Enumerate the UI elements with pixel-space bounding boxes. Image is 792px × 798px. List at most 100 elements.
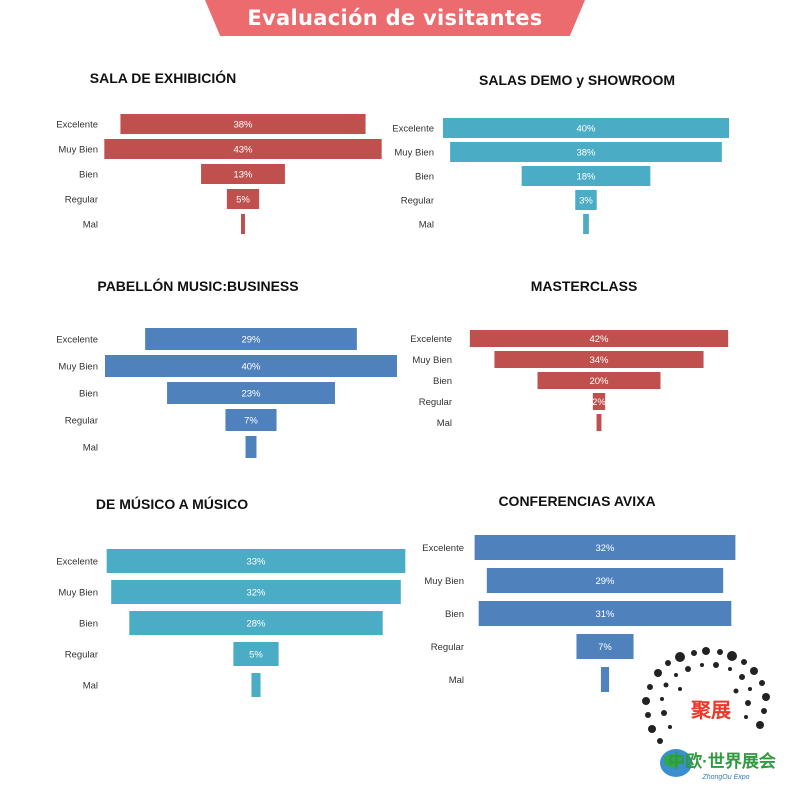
data-label: 5%: [236, 195, 250, 206]
data-label: 20%: [589, 376, 609, 387]
category-label: Bien: [433, 376, 452, 387]
data-label: 7%: [598, 642, 612, 653]
category-label: Mal: [449, 675, 464, 686]
chart-title-conferencias: CONFERENCIAS AVIXA: [498, 493, 656, 509]
funnel-bar: [443, 118, 729, 138]
qr-dots-decoration: [642, 647, 770, 744]
funnel-bar: [494, 351, 704, 368]
funnel-bar: [592, 393, 606, 410]
funnel-bar: [226, 189, 260, 209]
data-label: 13%: [233, 170, 253, 181]
funnel-bar: [111, 580, 401, 604]
funnel-bar: [521, 166, 651, 186]
chart-title-sala-exhibicion: SALA DE EXHIBICIÓN: [89, 70, 237, 86]
data-label: 32%: [246, 588, 266, 599]
funnel-bar: [167, 382, 335, 404]
funnel-bar: [537, 372, 661, 389]
category-label: Excelente: [410, 334, 452, 345]
funnel-chart-conferencias: Excelente 32% Muy Bien 29% Bien 31% Regular 7% M…: [422, 535, 736, 692]
funnel-chart-masterclass: Excelente 42% Muy Bien 34% Bien 20% Regular 2% M…: [410, 330, 729, 431]
category-label: Excelente: [56, 120, 98, 131]
funnel-bar: [474, 535, 736, 560]
category-label: Excelente: [392, 124, 434, 135]
category-label: Excelente: [56, 335, 98, 346]
funnel-chart-pabellon: Excelente 29% Muy Bien 40% Bien 23% Regular 7% M…: [56, 328, 397, 458]
data-label: 29%: [595, 576, 615, 587]
funnel-bar: [120, 114, 366, 134]
category-label: Mal: [83, 443, 98, 454]
logo-subtitle-en: ZhongOu Expo: [701, 774, 749, 781]
logo-cn-text: 聚展: [690, 699, 731, 722]
category-label: Regular: [65, 416, 98, 427]
category-label: Muy Bien: [58, 588, 98, 599]
chart-title-pabellon: PABELLÓN MUSIC:BUSINESS: [97, 278, 299, 294]
data-label: 28%: [246, 619, 266, 630]
data-label: 3%: [579, 196, 593, 207]
funnel-chart-salas-demo: Excelente 40% Muy Bien 38% Bien 18% Regular 3% M…: [392, 118, 729, 234]
data-label: 18%: [576, 172, 596, 183]
category-label: Muy Bien: [58, 145, 98, 156]
funnel-bar: [478, 601, 732, 626]
data-label: 5%: [249, 650, 263, 661]
funnel-bar: [106, 549, 406, 573]
funnel-chart-sala-exhibicion: Excelente 38% Muy Bien 43% Bien 13% Regular 5% M…: [56, 114, 382, 234]
category-label: Muy Bien: [394, 148, 434, 159]
funnel-bar: [600, 667, 610, 692]
category-label: Muy Bien: [424, 576, 464, 587]
category-label: Muy Bien: [412, 355, 452, 366]
chart-title-masterclass: MASTERCLASS: [530, 278, 638, 294]
data-label: 40%: [576, 124, 596, 135]
data-label: 38%: [233, 120, 253, 131]
category-label: Bien: [79, 389, 98, 400]
funnel-bar: [575, 190, 597, 210]
category-label: Mal: [83, 220, 98, 231]
funnel-bar: [245, 436, 257, 458]
funnel-bar: [129, 611, 383, 635]
category-label: Bien: [79, 619, 98, 630]
category-label: Bien: [445, 609, 464, 620]
data-label: 40%: [241, 362, 261, 373]
chart-title-de-musico: DE MÚSICO A MÚSICO: [95, 496, 249, 512]
category-label: Mal: [419, 220, 434, 231]
data-label: 38%: [576, 148, 596, 159]
data-label: 42%: [589, 334, 609, 345]
chart-title-salas-demo: SALAS DEMO y SHOWROOM: [478, 72, 676, 88]
category-label: Regular: [401, 196, 434, 207]
funnel-bar: [105, 355, 397, 377]
category-label: Regular: [65, 650, 98, 661]
category-label: Bien: [415, 172, 434, 183]
funnel-bar: [145, 328, 357, 350]
category-label: Mal: [437, 418, 452, 429]
data-label: 31%: [595, 609, 615, 620]
category-label: Muy Bien: [58, 362, 98, 373]
data-label: 23%: [241, 389, 261, 400]
funnel-bar: [450, 142, 722, 162]
funnel-bar: [233, 642, 279, 666]
data-label: 7%: [244, 416, 258, 427]
funnel-bar: [241, 214, 245, 234]
logo-subtitle-cn: 中欧·世界展会: [668, 751, 776, 771]
data-label: 33%: [246, 557, 266, 568]
data-label: 34%: [589, 355, 609, 366]
category-label: Mal: [83, 681, 98, 692]
category-label: Excelente: [56, 557, 98, 568]
title-banner: Evaluación de visitantes: [205, 0, 585, 36]
category-label: Excelente: [422, 543, 464, 554]
funnel-bar: [583, 214, 589, 234]
funnel-bar: [251, 673, 261, 697]
data-label: 43%: [233, 145, 253, 156]
zhongou-expo-logo: 聚展 中欧·世界展会 ZhongOu Expo: [642, 647, 776, 781]
category-label: Regular: [431, 642, 464, 653]
funnel-bar: [596, 414, 602, 431]
category-label: Regular: [419, 397, 452, 408]
funnel-bar: [225, 409, 277, 431]
funnel-bar: [104, 139, 382, 159]
funnel-bar: [469, 330, 729, 347]
page-title: Evaluación de visitantes: [247, 6, 543, 30]
funnel-bar: [201, 164, 285, 184]
funnel-bar: [486, 568, 724, 593]
category-label: Regular: [65, 195, 98, 206]
data-label: 32%: [595, 543, 615, 554]
funnel-bar: [576, 634, 634, 659]
funnel-chart-de-musico: Excelente 33% Muy Bien 32% Bien 28% Regular 5% M…: [56, 549, 406, 697]
